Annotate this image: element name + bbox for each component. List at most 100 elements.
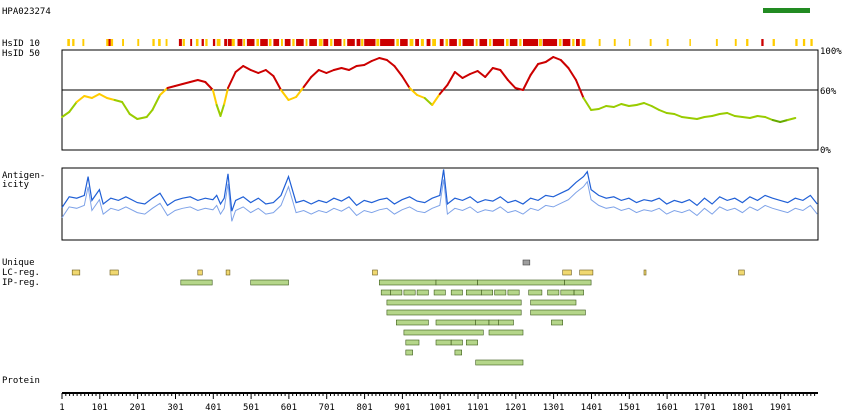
hsid50-line-segment-95 [764,116,774,121]
ip-region-1-5 [450,289,463,296]
unique-track [522,259,531,266]
hsid50-line-segment-50 [423,97,434,106]
hsid10-segment-76 [649,39,652,46]
hsid10-segment-47 [400,39,408,46]
hsid50-line-segment-42 [363,60,373,66]
hsid50-line-segment-12 [151,94,161,111]
x-tick-label-10: 1001 [429,403,451,413]
hsid50-line-segment-6 [106,97,116,101]
hsid10-segment-17 [212,39,216,46]
hsid50-line-segment-24 [227,71,237,89]
hsid10-segment-75 [628,39,631,46]
hsid50-line-segment-27 [249,69,260,74]
ip-region-5-1 [488,329,524,336]
hsid10-segment-16 [205,39,208,46]
hsid50-line-segment-34 [302,76,313,88]
unique-region-0 [522,259,531,266]
lc-region-8 [738,269,745,276]
hsid50-line-segment-31 [280,89,290,101]
hsid10-segment-31 [292,39,295,46]
hsid50-line-segment-13 [159,87,169,96]
hsid10-segment-9 [158,39,161,46]
hsid50-line-segment-0 [61,111,71,118]
hsid10-segment-83 [772,39,775,46]
hsid50-line-segment-83 [673,113,683,118]
hsid50-line-segment-71 [582,97,593,111]
hsid50-line-segment-88 [711,113,721,117]
unique-label: Unique [2,258,35,268]
hsid10-segment-10 [165,39,168,46]
hsid50-line-segment-20 [211,89,218,106]
x-tick-label-1: 101 [92,403,108,413]
hsid50-line-segment-44 [378,57,388,61]
hsid50-line-segment-56 [469,70,479,75]
hsid10-segment-1 [72,39,75,46]
hsid-axis-tick-0: 0% [820,146,831,156]
lc-region-2 [197,269,203,276]
hsid10-segment-36 [323,39,329,46]
hsid50-line-segment-79 [643,102,653,107]
hsid50-line-segment-25 [234,65,245,73]
x-tick-label-11: 1101 [467,403,489,413]
hsid10-segment-50 [420,39,424,46]
ip-region-4-5 [551,319,564,326]
x-tick-label-17: 1701 [694,403,716,413]
ip-region-0-1 [250,279,289,286]
hsid50-line-segment-92 [741,116,751,119]
ip-region-0-2 [378,279,437,286]
hsid10-segment-60 [489,39,492,46]
hsid50-line-segment-54 [453,71,464,79]
ip-region-4-2 [475,319,490,326]
hsid10-segment-29 [281,39,283,46]
hsid10-segment-38 [333,39,342,46]
hsid10-segment-26 [260,39,268,46]
hsid10-segment-25 [256,39,259,46]
hsid10-segment-42 [361,39,364,46]
hsid50-line-segment-5 [98,93,108,99]
ip-region-5-0 [403,329,484,336]
hsid50-line-segment-57 [476,70,487,78]
hsid50-line-segment-58 [484,67,494,78]
antigenicity-label-line2: icity [2,180,30,190]
hsid10-segment-19 [224,39,228,46]
hsid50-line-segment-38 [332,67,343,71]
hsid50-line-segment-77 [627,104,638,107]
hsid10-segment-4 [108,39,111,46]
hsid50-line-segment-61 [506,79,517,89]
hsid10-segment-5 [110,39,114,46]
hsid50-line-segment-29 [264,69,275,77]
x-tick-label-6: 601 [281,403,297,413]
x-tick-label-8: 801 [356,403,372,413]
hsid50-line-segment-80 [650,105,661,111]
x-tick-label-2: 201 [129,403,145,413]
lc-region-3 [225,269,231,276]
hsid10-segment-58 [475,39,478,46]
ip-region-3-1 [530,309,586,316]
hsid50-line-segment-60 [499,69,509,81]
antigenicity-series [61,169,818,222]
hsid10-track [67,39,813,46]
hsid10-segment-22 [237,39,243,46]
antigenicity-frame [61,167,819,241]
hsid50-line-segment-8 [121,101,131,115]
hsid50-line-segment-22 [219,103,226,117]
hsid50-line-segment-90 [726,112,736,117]
hsid50-line-segment-75 [612,103,623,108]
ip-region-1-6 [465,289,482,296]
ip-region-1-2 [403,289,416,296]
x-tick-label-3: 301 [167,403,183,413]
hsid-axis-tick-100: 100% [820,47,842,57]
legend-bar [763,8,810,13]
hsid10-segment-41 [356,39,361,46]
hsid10-segment-85 [802,39,806,46]
hsid10-segment-46 [396,39,399,46]
hsid50-line-segment-21 [215,104,222,117]
hsid10-segment-33 [305,39,308,46]
hsid50-line-segment-46 [393,65,403,77]
lc-region-1 [109,269,119,276]
hsid10-segment-24 [246,39,255,46]
hsid50-line-segment-36 [317,69,328,74]
hsid10-segment-68 [558,39,562,46]
hsid50-line-segment-64 [529,63,540,76]
hsid50-line-segment-9 [128,113,139,120]
